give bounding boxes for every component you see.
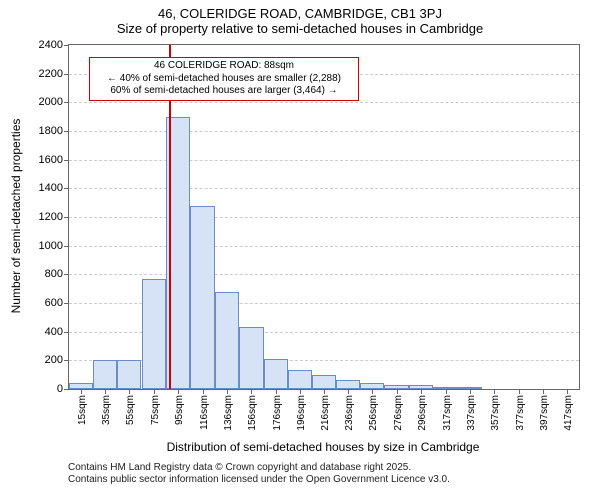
x-tick-mark [276, 389, 277, 394]
x-tick-label: 236sqm [344, 395, 355, 431]
y-tick-mark [64, 332, 69, 333]
y-tick-mark [64, 74, 69, 75]
y-tick-mark [64, 217, 69, 218]
y-tick-label: 600 [45, 297, 63, 309]
y-tick-mark [64, 45, 69, 46]
annotation-line: 46 COLERIDGE ROAD: 88sqm [94, 60, 354, 73]
y-tick-label: 1400 [39, 182, 63, 194]
y-tick-label: 1800 [39, 125, 63, 137]
x-tick-mark [543, 389, 544, 394]
x-tick-label: 296sqm [417, 395, 428, 431]
grid-line [69, 246, 579, 247]
y-tick-label: 400 [45, 326, 63, 338]
x-tick-mark [203, 389, 204, 394]
grid-line [69, 102, 579, 103]
y-tick-mark [64, 160, 69, 161]
y-tick-mark [64, 360, 69, 361]
x-tick-mark [324, 389, 325, 394]
x-tick-mark [470, 389, 471, 394]
x-tick-label: 216sqm [320, 395, 331, 431]
x-tick-label: 397sqm [539, 395, 550, 431]
footer-line2: Contains public sector information licen… [68, 474, 450, 486]
y-tick-mark [64, 102, 69, 103]
y-tick-mark [64, 188, 69, 189]
x-tick-mark [446, 389, 447, 394]
x-tick-mark [494, 389, 495, 394]
x-tick-mark [567, 389, 568, 394]
histogram-bar [264, 359, 288, 389]
x-tick-label: 377sqm [515, 395, 526, 431]
histogram-bar [288, 370, 312, 389]
x-tick-mark [178, 389, 179, 394]
histogram-bar [117, 360, 141, 389]
histogram-bar [336, 380, 360, 389]
x-tick-label: 55sqm [125, 395, 136, 425]
y-tick-label: 0 [57, 383, 63, 395]
x-tick-label: 116sqm [199, 395, 210, 430]
x-tick-label: 136sqm [223, 395, 234, 431]
grid-line [69, 160, 579, 161]
histogram-bar [190, 206, 215, 389]
grid-line [69, 217, 579, 218]
x-tick-label: 337sqm [466, 395, 477, 431]
y-tick-label: 2400 [39, 39, 63, 51]
x-tick-mark [300, 389, 301, 394]
x-tick-mark [421, 389, 422, 394]
y-tick-mark [64, 131, 69, 132]
y-tick-mark [64, 274, 69, 275]
y-tick-mark [64, 389, 69, 390]
chart-footer: Contains HM Land Registry data © Crown c… [68, 462, 450, 486]
histogram-bar [312, 375, 336, 389]
x-tick-label: 317sqm [442, 395, 453, 431]
x-tick-label: 35sqm [101, 395, 112, 425]
x-tick-mark [372, 389, 373, 394]
annotation-line: 60% of semi-detached houses are larger (… [94, 85, 354, 98]
x-axis-title: Distribution of semi-detached houses by … [68, 440, 578, 454]
x-tick-mark [227, 389, 228, 394]
chart-title-line1: 46, COLERIDGE ROAD, CAMBRIDGE, CB1 3PJ [0, 0, 600, 21]
y-tick-label: 1600 [39, 154, 63, 166]
histogram-bar [93, 360, 117, 389]
x-tick-label: 95sqm [174, 395, 185, 425]
x-tick-mark [397, 389, 398, 394]
x-tick-label: 357sqm [490, 395, 501, 431]
plot-area: 0200400600800100012001400160018002000220… [68, 44, 580, 390]
grid-line [69, 274, 579, 275]
grid-line [69, 188, 579, 189]
grid-line [69, 131, 579, 132]
x-tick-mark [81, 389, 82, 394]
y-tick-label: 2200 [39, 68, 63, 80]
x-tick-label: 176sqm [272, 395, 283, 431]
y-tick-label: 200 [45, 354, 63, 366]
x-tick-label: 276sqm [393, 395, 404, 431]
y-tick-mark [64, 303, 69, 304]
x-tick-mark [348, 389, 349, 394]
y-tick-label: 2000 [39, 96, 63, 108]
histogram-bar [142, 279, 166, 389]
x-tick-mark [519, 389, 520, 394]
y-tick-label: 800 [45, 268, 63, 280]
x-tick-label: 75sqm [150, 395, 161, 425]
annotation-box: 46 COLERIDGE ROAD: 88sqm← 40% of semi-de… [89, 57, 359, 101]
annotation-line: ← 40% of semi-detached houses are smalle… [94, 73, 354, 86]
footer-line1: Contains HM Land Registry data © Crown c… [68, 462, 450, 474]
x-tick-label: 417sqm [563, 395, 574, 431]
chart-container: 46, COLERIDGE ROAD, CAMBRIDGE, CB1 3PJ S… [0, 0, 600, 500]
y-tick-label: 1200 [39, 211, 63, 223]
histogram-bar [239, 327, 263, 389]
x-tick-label: 15sqm [77, 395, 88, 425]
y-tick-label: 1000 [39, 240, 63, 252]
x-tick-mark [251, 389, 252, 394]
histogram-bar [215, 292, 239, 389]
y-tick-mark [64, 246, 69, 247]
x-tick-mark [154, 389, 155, 394]
x-tick-label: 196sqm [296, 395, 307, 431]
x-tick-mark [105, 389, 106, 394]
chart-title-line2: Size of property relative to semi-detach… [0, 21, 600, 36]
x-tick-label: 256sqm [368, 395, 379, 431]
y-axis-title: Number of semi-detached properties [9, 119, 23, 314]
x-tick-mark [129, 389, 130, 394]
x-tick-label: 156sqm [247, 395, 258, 431]
